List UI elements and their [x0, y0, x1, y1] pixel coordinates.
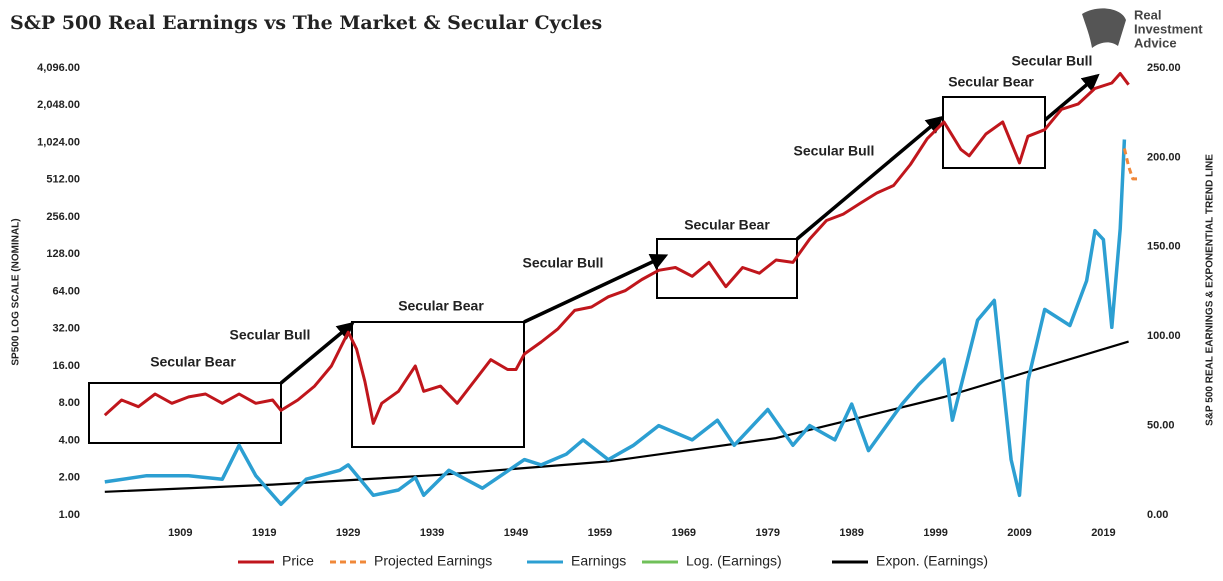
y-tick-label: 1,024.00	[37, 136, 80, 148]
y-tick-label: 8.00	[59, 397, 80, 409]
y-tick-label: 256.00	[46, 211, 80, 223]
y-tick-label: 512.00	[46, 174, 80, 186]
legend-label: Log. (Earnings)	[686, 553, 782, 569]
annotation: Secular Bear	[948, 74, 1034, 90]
x-tick-label: 1909	[168, 527, 192, 539]
y-tick-label: 16.00	[52, 360, 80, 372]
x-tick-label: 2019	[1091, 527, 1115, 539]
y2-tick-label: 200.00	[1147, 151, 1181, 163]
y-axis-label: SP500 LOG SCALE (NOMINAL)	[11, 218, 22, 365]
y-tick-label: 4.00	[59, 434, 80, 446]
y-tick-label: 32.00	[52, 323, 80, 335]
y-tick-label: 1.00	[59, 509, 80, 521]
cycle-arrow	[523, 254, 669, 324]
brand-text: Advice	[1134, 35, 1177, 50]
y2-tick-label: 50.00	[1147, 420, 1175, 432]
brand-text: Investment	[1134, 21, 1203, 36]
legend-label: Projected Earnings	[374, 553, 492, 569]
x-tick-label: 1939	[420, 527, 444, 539]
chart-title: S&P 500 Real Earnings vs The Market & Se…	[10, 12, 602, 34]
cycle-box	[656, 238, 798, 299]
cycle-box	[88, 382, 282, 444]
legend-label: Price	[282, 553, 314, 569]
x-tick-label: 1999	[923, 527, 947, 539]
x-tick-label: 1989	[839, 527, 863, 539]
cycle-arrow	[279, 321, 355, 385]
cycle-box	[351, 321, 525, 448]
cycle-arrow	[795, 115, 944, 241]
y-tick-label: 2.00	[59, 472, 80, 484]
y2-tick-label: 100.00	[1147, 330, 1181, 342]
x-tick-label: 1919	[252, 527, 276, 539]
annotation: Secular Bull	[230, 327, 311, 343]
x-tick-label: 1959	[588, 527, 612, 539]
x-tick-label: 1949	[504, 527, 528, 539]
x-tick-label: 1979	[756, 527, 780, 539]
cycle-arrow	[1043, 73, 1100, 122]
y-tick-label: 128.00	[46, 248, 80, 260]
legend-label: Earnings	[571, 553, 626, 569]
y2-axis-label: S&P 500 REAL EARNINGS & EXPONENTIAL TREN…	[1205, 154, 1216, 426]
x-tick-label: 1969	[672, 527, 696, 539]
brand-text: Real	[1134, 7, 1161, 22]
y-tick-label: 64.00	[52, 285, 80, 297]
annotation: Secular Bear	[684, 217, 770, 233]
annotation: Secular Bear	[150, 354, 236, 370]
y-tick-label: 2,048.00	[37, 99, 80, 111]
y2-tick-label: 250.00	[1147, 62, 1181, 74]
x-tick-label: 1929	[336, 527, 360, 539]
annotation: Secular Bear	[398, 298, 484, 314]
series-line	[104, 139, 1127, 507]
y2-tick-label: 150.00	[1147, 241, 1181, 253]
legend-label: Expon. (Earnings)	[876, 553, 988, 569]
series-line	[104, 340, 1129, 493]
annotation: Secular Bull	[523, 255, 604, 271]
logo: Real Investment Advice	[1082, 7, 1203, 50]
y-tick-label: 4,096.00	[37, 62, 80, 74]
cycle-box	[942, 96, 1046, 169]
x-tick-label: 2009	[1007, 527, 1031, 539]
annotation: Secular Bull	[794, 143, 875, 159]
annotation: Secular Bull	[1012, 53, 1093, 69]
series-line	[103, 72, 1130, 425]
y2-tick-label: 0.00	[1147, 509, 1168, 521]
series-line	[1122, 148, 1137, 181]
